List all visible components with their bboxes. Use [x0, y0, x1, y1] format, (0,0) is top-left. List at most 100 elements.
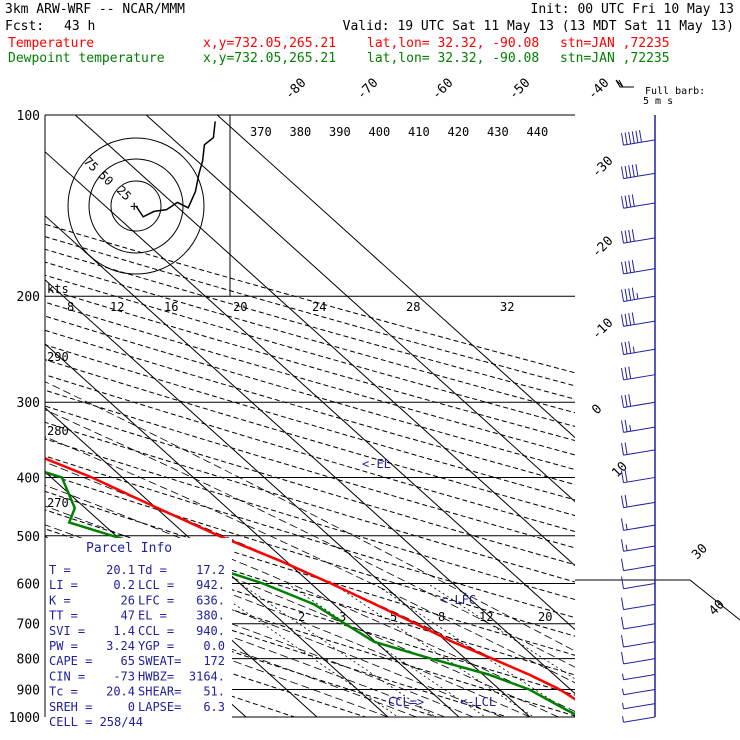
- barb-flag: [621, 443, 624, 456]
- theta-label: 420: [448, 125, 470, 139]
- barb-flag: [621, 420, 624, 433]
- temperature-xy: x,y=732.05,265.21: [203, 36, 337, 51]
- parcel-param-label: CCL =: [138, 624, 174, 638]
- isotherm-label: -50: [506, 76, 533, 103]
- parcel-param-label: LCL =: [138, 578, 174, 592]
- pressure-label: 100: [17, 109, 40, 124]
- theta-label: 290: [47, 350, 69, 364]
- barb-flag: [635, 164, 639, 177]
- isotherm-label: 0: [589, 402, 605, 418]
- barb-flag: [624, 442, 628, 455]
- pressure-label: 900: [17, 683, 40, 698]
- barb-flag: [639, 130, 642, 143]
- parcel-param-value: 0.2: [113, 578, 135, 592]
- dry-adiabat: [45, 610, 368, 717]
- barb-flag: [621, 367, 624, 381]
- parcel-param-value: 20.4: [106, 685, 135, 699]
- parcel-param-label: T =: [49, 563, 71, 577]
- barb-flag: [624, 367, 628, 380]
- wind-barb: [621, 651, 656, 665]
- parcel-param-value: -73: [113, 669, 135, 683]
- wind-barb: [621, 366, 656, 381]
- barb-half-flag: [629, 425, 632, 432]
- barb-flag: [624, 313, 628, 326]
- parcel-param-label: K =: [49, 593, 71, 607]
- parcel-param-value: 20.1: [106, 563, 135, 577]
- parcel-param-label: LAPSE=: [138, 700, 181, 714]
- barb-flag: [621, 133, 624, 146]
- parcel-param-value: 0: [128, 700, 135, 714]
- barb-flag: [624, 470, 628, 483]
- barb-shaft: [623, 658, 656, 665]
- isotherm-label: -60: [429, 76, 456, 103]
- wind-barb: [621, 558, 656, 572]
- pressure-label: 300: [17, 396, 40, 411]
- mixing-ratio-label: 2: [298, 610, 305, 624]
- parcel-param-label: PW =: [49, 639, 78, 653]
- wind-barb: [621, 539, 656, 552]
- parcel-param-label: Td =: [138, 563, 167, 577]
- parcel-param-label: LFC =: [138, 593, 174, 607]
- barb-flag: [621, 539, 624, 552]
- isotherm: [45, 151, 575, 631]
- speed-axis-label: 8: [67, 300, 74, 314]
- isotherm-label: -80: [282, 76, 309, 103]
- isotherm-label: 30: [689, 541, 711, 563]
- barb-shaft: [623, 564, 656, 572]
- barb-shaft: [623, 623, 656, 630]
- barb-flag: [631, 164, 635, 177]
- barb-flag: [621, 576, 624, 589]
- parcel-param-value: 3164.: [189, 669, 225, 683]
- theta-label: 380: [290, 125, 312, 139]
- barb-flag: [621, 616, 624, 630]
- wind-barb: [621, 597, 656, 611]
- speed-axis-label: 28: [406, 300, 420, 314]
- barb-shaft: [623, 641, 656, 648]
- wind-barb: [621, 341, 656, 356]
- barb-flag: [621, 395, 624, 408]
- barb-flag: [621, 314, 624, 327]
- barb-flag: [628, 229, 632, 243]
- wind-barb: [621, 634, 656, 648]
- theta-label: 430: [487, 125, 509, 139]
- barb-legend-unit: 5 m s: [643, 96, 673, 107]
- barb-shaft: [623, 139, 656, 146]
- parcel-param-value: 65: [121, 654, 135, 668]
- parcel-param-label: CIN =: [49, 669, 85, 683]
- dewpoint-profile: [45, 470, 575, 716]
- barb-half-flag: [622, 716, 624, 723]
- mixing-ratio-label: 12: [479, 610, 493, 624]
- barb-shaft: [623, 524, 656, 531]
- wind-barb: [621, 494, 656, 509]
- barb-flag: [628, 341, 632, 354]
- barb-half-flag: [622, 688, 624, 695]
- barb-flag: [624, 419, 628, 432]
- isotherm-label: -10: [589, 316, 616, 343]
- parcel-param-label: SREH =: [49, 700, 92, 714]
- barb-half-flag: [625, 544, 628, 551]
- barb-shaft: [623, 401, 656, 408]
- barb-half-flag: [636, 292, 639, 300]
- theta-label: 410: [408, 125, 430, 139]
- wind-barb: [622, 673, 656, 681]
- parcel-param-value: 636.: [196, 593, 225, 607]
- mixing-ratio-label: 5: [390, 610, 397, 624]
- parcel-param-label: SWEAT=: [138, 654, 181, 668]
- dry-adiabat: [45, 288, 575, 442]
- barb-flag: [631, 260, 635, 273]
- theta-label: 400: [369, 125, 391, 139]
- barb-shaft: [623, 545, 656, 552]
- valid-time: Valid: 19 UTC Sat 11 May 13 (13 MDT Sat …: [342, 19, 734, 34]
- barb-half-flag: [625, 523, 628, 530]
- isotherm: [74, 115, 575, 567]
- mixing-ratio-line: [239, 583, 437, 717]
- barb-flag: [624, 494, 628, 508]
- mixing-ratio-label: 20: [538, 610, 552, 624]
- barb-flag: [621, 518, 624, 531]
- wind-barb: [621, 419, 656, 433]
- wind-barb: [621, 470, 656, 484]
- barb-shaft: [623, 476, 656, 484]
- barb-shaft: [623, 501, 656, 509]
- pressure-label: 700: [17, 618, 40, 633]
- barb-flag: [621, 342, 624, 355]
